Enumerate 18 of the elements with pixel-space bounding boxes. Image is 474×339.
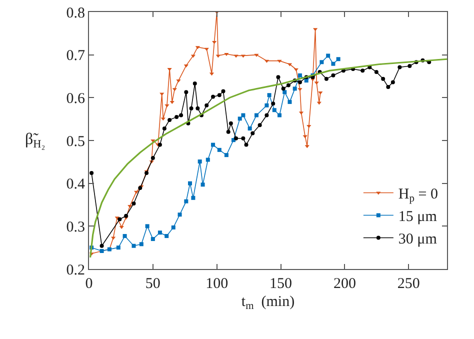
legend-label: 30 μm	[398, 232, 438, 248]
legend-label: 15 μm	[398, 209, 438, 226]
x-tick-label: 150	[270, 276, 292, 292]
y-axis-title: β̃$_{H₂}$	[25, 131, 46, 150]
x-tick-label: 100	[206, 276, 228, 292]
y-tick-label: 0.8	[66, 5, 85, 22]
y-tick-label: 0.4	[66, 176, 86, 193]
y-tick-label: 0.7	[66, 48, 86, 64]
y-tick-label: 0.3	[66, 219, 85, 236]
x-tick-label: 250	[397, 276, 420, 292]
x-tick-label: 50	[145, 276, 160, 292]
legend-label: H$_{p}$ = 0	[398, 186, 438, 205]
x-tick-label: 200	[333, 276, 356, 292]
y-tick-label: 0.5	[66, 134, 85, 150]
y-tick-label: 0.6	[66, 90, 86, 107]
x-tick-label: 0	[85, 276, 93, 292]
x-axis-title: t$_{m}$ (min)	[241, 294, 295, 312]
y-tick-label: 0.2	[66, 262, 85, 278]
